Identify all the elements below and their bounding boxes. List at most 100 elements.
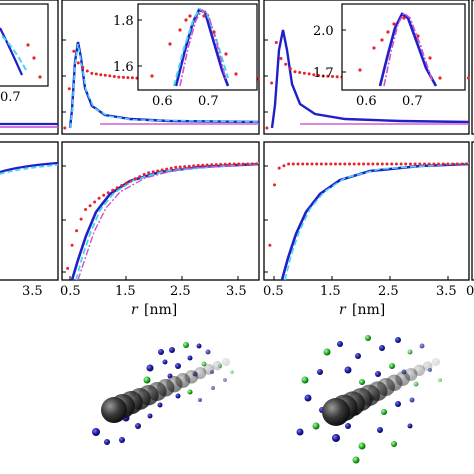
simulation-marker bbox=[223, 162, 227, 166]
frame-bottom-left-partial bbox=[0, 141, 59, 281]
snapshot-right-rod bbox=[322, 358, 440, 426]
ion-green-sphere bbox=[201, 361, 207, 367]
marker bbox=[224, 52, 228, 56]
simulation-marker bbox=[446, 162, 450, 166]
frame-top-right bbox=[263, 0, 470, 135]
rod-sphere bbox=[101, 397, 127, 423]
ion-green-sphere bbox=[230, 370, 234, 374]
ion-blue-sphere bbox=[119, 437, 125, 443]
simulation-marker bbox=[108, 74, 112, 78]
top-right-solid bbox=[270, 29, 470, 129]
ion-blue-sphere bbox=[157, 402, 163, 408]
simulation-marker bbox=[192, 164, 196, 168]
bottom-right-markers bbox=[268, 162, 469, 247]
simulation-marker bbox=[72, 49, 76, 53]
ion-blue-sphere bbox=[419, 343, 425, 349]
panel-frames bbox=[0, 0, 474, 281]
top-right-curves bbox=[270, 29, 470, 129]
simulation-marker bbox=[120, 184, 124, 187]
inset-right-xtick: 0.6 bbox=[356, 94, 377, 109]
simulation-marker bbox=[93, 200, 97, 204]
bottom-middle-dashed bbox=[75, 162, 260, 281]
ion-blue-sphere bbox=[175, 363, 181, 369]
simulation-marker bbox=[270, 81, 274, 85]
marker bbox=[438, 76, 442, 80]
simulation-marker bbox=[138, 175, 142, 179]
simulation-marker bbox=[413, 162, 417, 166]
x-axis-title-variable: r bbox=[131, 302, 139, 318]
marker bbox=[402, 16, 406, 20]
simulation-marker bbox=[111, 188, 115, 192]
simulation-marker bbox=[94, 72, 98, 76]
simulation-marker bbox=[76, 61, 80, 65]
marker bbox=[234, 72, 238, 76]
marker bbox=[416, 34, 420, 38]
simulation-marker bbox=[255, 162, 259, 166]
ion-green-sphere bbox=[187, 389, 193, 395]
snapshot-left bbox=[92, 342, 234, 445]
simulation-marker bbox=[371, 162, 375, 166]
frame-top-left-partial bbox=[0, 0, 59, 135]
ion-blue-sphere bbox=[205, 349, 211, 355]
x-tick-middle: 3.5 bbox=[226, 284, 247, 299]
simulation-marker bbox=[66, 266, 70, 270]
simulation-marker bbox=[423, 162, 426, 166]
simulation-marker bbox=[312, 73, 316, 77]
ion-blue-sphere bbox=[355, 353, 361, 359]
ion-blue-sphere bbox=[135, 423, 141, 429]
snapshot-left-rod bbox=[101, 358, 230, 423]
x-tick-right: 1.5 bbox=[320, 284, 341, 299]
simulation-marker bbox=[241, 162, 245, 166]
ion-green-sphere bbox=[312, 422, 320, 430]
x-tick-far-right-partial: 0 bbox=[466, 284, 474, 299]
simulation-marker bbox=[165, 167, 169, 171]
ion-green-sphere bbox=[407, 349, 413, 355]
simulation-marker bbox=[279, 57, 283, 60]
simulation-marker bbox=[319, 162, 323, 166]
ion-blue-sphere bbox=[409, 397, 415, 403]
simulation-marker bbox=[282, 164, 286, 168]
simulation-marker bbox=[390, 162, 394, 166]
left-bottom-curve bbox=[0, 161, 59, 174]
marker bbox=[392, 22, 396, 26]
ion-green-sphere bbox=[143, 376, 151, 384]
ion-blue-sphere bbox=[175, 393, 181, 399]
inset-left-marker bbox=[38, 75, 42, 79]
top-middle-curves bbox=[68, 41, 260, 129]
x-tick-labels: 1.5 3.5 0.5 1.5 2.5 3.5 0.5 1.5 2.5 3.5 … bbox=[22, 284, 474, 299]
inset-middle-dashed bbox=[173, 7, 229, 87]
simulation-marker bbox=[296, 162, 300, 166]
simulation-marker bbox=[305, 162, 309, 166]
simulation-marker bbox=[343, 162, 347, 166]
ion-green-sphere bbox=[389, 363, 395, 369]
simulation-marker bbox=[160, 168, 164, 172]
simulation-marker bbox=[99, 73, 103, 77]
marker bbox=[386, 30, 390, 34]
simulation-marker bbox=[174, 165, 178, 169]
inset-left-xtick: 0.7 bbox=[0, 90, 21, 105]
simulation-marker bbox=[90, 71, 94, 75]
simulation-marker bbox=[451, 162, 455, 166]
ion-green-sphere bbox=[413, 381, 419, 387]
simulation-marker bbox=[298, 71, 302, 74]
simulation-marker bbox=[79, 217, 83, 221]
simulation-marker bbox=[408, 162, 412, 166]
simulation-marker bbox=[334, 162, 337, 166]
simulation-marker bbox=[126, 76, 130, 80]
simulation-marker bbox=[331, 75, 334, 78]
simulation-marker bbox=[219, 162, 223, 166]
marker bbox=[428, 56, 432, 60]
simulation-marker bbox=[338, 162, 342, 166]
simulation-marker bbox=[205, 163, 209, 167]
marker bbox=[168, 42, 172, 46]
simulation-marker bbox=[256, 77, 260, 81]
simulation-marker bbox=[106, 191, 110, 195]
ion-blue-sphere bbox=[187, 355, 193, 361]
rod-sphere bbox=[422, 361, 433, 372]
simulation-marker bbox=[151, 170, 155, 174]
rod-sphere bbox=[432, 358, 440, 366]
marker bbox=[150, 74, 154, 78]
simulation-marker bbox=[310, 162, 314, 166]
bottom-right-solid bbox=[280, 162, 470, 281]
bottom-middle-curves bbox=[70, 162, 260, 281]
